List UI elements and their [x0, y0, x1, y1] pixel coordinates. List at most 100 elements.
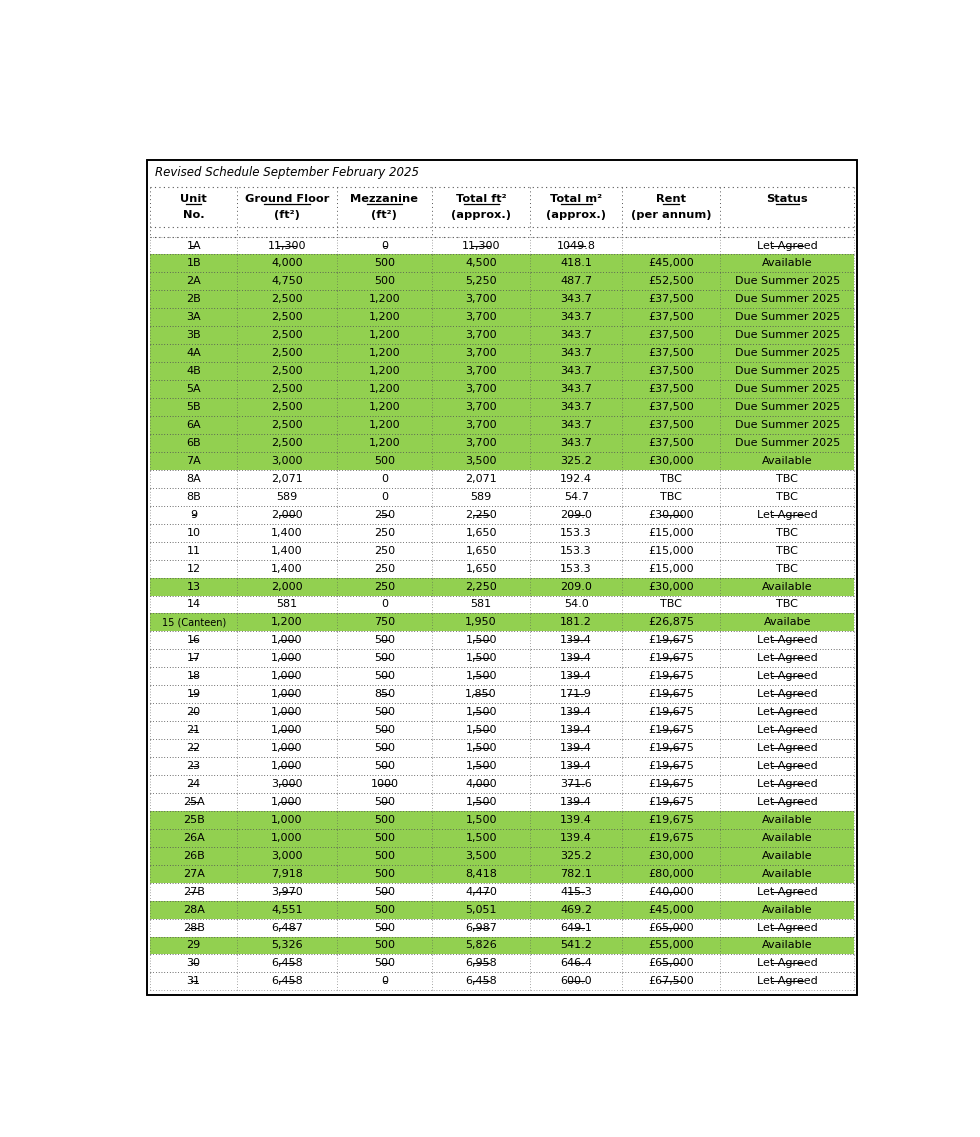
Text: 12: 12: [186, 564, 201, 573]
Text: 2,500: 2,500: [271, 294, 303, 305]
Text: TBC: TBC: [776, 492, 798, 501]
Text: 1,650: 1,650: [466, 564, 497, 573]
Text: 3,700: 3,700: [466, 348, 497, 358]
Text: £30,000: £30,000: [649, 456, 694, 466]
Text: 139.4: 139.4: [561, 832, 592, 843]
Text: 139.4: 139.4: [561, 744, 592, 753]
Text: £19,675: £19,675: [648, 707, 694, 717]
Text: 6,958: 6,958: [466, 958, 497, 969]
Text: 23: 23: [186, 761, 201, 771]
Bar: [150, 792, 855, 811]
Text: 6,987: 6,987: [466, 922, 497, 932]
Text: 343.7: 343.7: [561, 294, 592, 305]
Text: 28B: 28B: [182, 922, 205, 932]
Text: 600.0: 600.0: [561, 977, 592, 987]
Text: 581: 581: [276, 599, 298, 609]
Text: £19,675: £19,675: [648, 797, 694, 807]
Text: 6,458: 6,458: [271, 977, 303, 987]
Text: 500: 500: [374, 832, 395, 843]
Text: 325.2: 325.2: [561, 456, 592, 466]
Text: 1,200: 1,200: [368, 294, 400, 305]
Text: 1,500: 1,500: [466, 832, 497, 843]
Text: 1,400: 1,400: [271, 546, 303, 556]
Bar: [150, 811, 855, 829]
Text: Due Summer 2025: Due Summer 2025: [735, 294, 840, 305]
Text: 4,000: 4,000: [466, 779, 497, 789]
Text: 1,500: 1,500: [466, 725, 497, 736]
Text: 22: 22: [186, 744, 201, 753]
Bar: [150, 649, 855, 667]
Text: 7A: 7A: [186, 456, 201, 466]
Text: 25B: 25B: [183, 815, 205, 824]
Text: 250: 250: [373, 581, 395, 591]
Bar: [150, 451, 855, 470]
Text: 153.3: 153.3: [561, 546, 592, 556]
Bar: [150, 559, 855, 578]
Text: Let Agreed: Let Agreed: [757, 689, 817, 699]
Text: 6,458: 6,458: [271, 958, 303, 969]
Text: 4,551: 4,551: [271, 905, 303, 914]
Bar: [150, 255, 855, 273]
Text: 1,200: 1,200: [368, 330, 400, 340]
Text: 1,650: 1,650: [466, 528, 497, 538]
Text: Available: Available: [761, 815, 812, 824]
Text: 2,071: 2,071: [466, 474, 497, 484]
Text: 3,700: 3,700: [466, 402, 497, 412]
Text: £45,000: £45,000: [648, 905, 694, 914]
Text: Ground Floor: Ground Floor: [245, 194, 329, 205]
Text: 500: 500: [374, 922, 395, 932]
Text: 1,500: 1,500: [466, 797, 497, 807]
Text: TBC: TBC: [661, 492, 682, 501]
Text: 250: 250: [373, 564, 395, 573]
Bar: [150, 829, 855, 847]
Text: 500: 500: [374, 815, 395, 824]
Text: 6A: 6A: [186, 420, 201, 430]
Bar: [150, 667, 855, 686]
Text: 1,500: 1,500: [466, 744, 497, 753]
Text: 1,200: 1,200: [368, 420, 400, 430]
Text: 1,950: 1,950: [466, 617, 497, 628]
Text: 1,500: 1,500: [466, 761, 497, 771]
Text: TBC: TBC: [776, 546, 798, 556]
Bar: [150, 775, 855, 792]
Text: 153.3: 153.3: [561, 528, 592, 538]
Bar: [150, 901, 855, 919]
Text: 16: 16: [186, 636, 201, 646]
Text: TBC: TBC: [776, 599, 798, 609]
Bar: [150, 614, 855, 631]
Text: 0: 0: [381, 599, 388, 609]
Bar: [150, 757, 855, 775]
Text: 3,700: 3,700: [466, 330, 497, 340]
Text: Let Agreed: Let Agreed: [757, 654, 817, 663]
Text: 487.7: 487.7: [561, 276, 592, 287]
Text: 153.3: 153.3: [561, 564, 592, 573]
Text: £19,675: £19,675: [648, 832, 694, 843]
Text: 54.7: 54.7: [564, 492, 589, 501]
Text: 750: 750: [373, 617, 395, 628]
Text: 646.4: 646.4: [561, 958, 592, 969]
Text: 343.7: 343.7: [561, 402, 592, 412]
Bar: [150, 398, 855, 416]
Text: 343.7: 343.7: [561, 313, 592, 322]
Text: 649.1: 649.1: [561, 922, 592, 932]
Text: Available: Available: [761, 905, 812, 914]
Text: 29: 29: [186, 940, 201, 951]
Text: 581: 581: [470, 599, 492, 609]
Text: 2,500: 2,500: [271, 384, 303, 395]
Text: 2,250: 2,250: [466, 509, 497, 520]
Text: 139.4: 139.4: [561, 815, 592, 824]
Bar: [150, 937, 855, 954]
Text: TBC: TBC: [776, 528, 798, 538]
Text: 1,000: 1,000: [271, 725, 303, 736]
Text: 343.7: 343.7: [561, 420, 592, 430]
Bar: [150, 631, 855, 649]
Text: 850: 850: [373, 689, 395, 699]
Bar: [150, 345, 855, 363]
Text: 250: 250: [373, 509, 395, 520]
Bar: [150, 954, 855, 972]
Text: £37,500: £37,500: [648, 420, 694, 430]
Text: 54.0: 54.0: [564, 599, 589, 609]
Text: £19,675: £19,675: [648, 689, 694, 699]
Text: 26B: 26B: [183, 850, 205, 861]
Text: 500: 500: [374, 744, 395, 753]
